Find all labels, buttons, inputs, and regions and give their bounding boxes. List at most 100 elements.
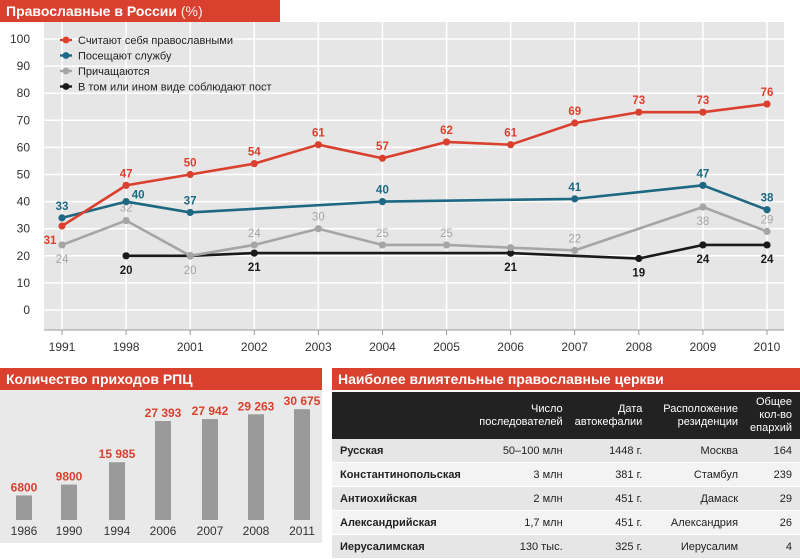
data-label: 38	[697, 216, 710, 228]
table-cell: 29	[746, 486, 800, 511]
data-label: 73	[697, 95, 710, 107]
y-tick-label: 60	[17, 140, 31, 154]
data-point	[58, 222, 66, 230]
x-tick-label: 2001	[177, 340, 204, 354]
data-point	[186, 170, 194, 179]
table-cell: Иерусалим	[650, 534, 747, 559]
table-cell: 1448 г.	[570, 439, 651, 463]
data-label: 73	[632, 95, 645, 107]
table-cell: 239	[746, 462, 800, 487]
y-tick-label: 0	[23, 303, 30, 317]
data-point	[699, 203, 707, 211]
y-tick-label: 20	[17, 249, 31, 263]
data-label: 62	[440, 125, 453, 137]
data-point	[186, 208, 194, 217]
table-cell: Русская	[332, 439, 469, 463]
data-point	[122, 181, 130, 189]
table-header-row: Число последователей Дата автокефалии Ра…	[332, 392, 800, 439]
legend-marker	[62, 83, 70, 90]
data-point	[699, 181, 707, 189]
data-label: 32	[120, 203, 133, 215]
data-label: 21	[504, 262, 517, 274]
x-tick-label: 2007	[561, 340, 588, 354]
y-tick-label: 10	[17, 276, 31, 290]
data-label: 21	[248, 262, 261, 274]
data-point	[442, 241, 451, 249]
data-point	[571, 119, 579, 127]
data-label: 57	[376, 141, 389, 153]
data-point	[571, 195, 579, 203]
data-point	[58, 241, 66, 249]
data-point	[250, 160, 258, 168]
data-point	[314, 225, 322, 233]
plot-area	[44, 22, 784, 330]
table-cell: 130 тыс.	[468, 534, 571, 559]
data-label: 29	[761, 214, 774, 226]
data-point	[378, 198, 387, 206]
data-point	[507, 249, 515, 257]
x-tick-label: 2010	[754, 340, 781, 354]
data-label: 22	[568, 233, 581, 245]
data-label: 40	[132, 190, 145, 202]
table-cell: 3 млн	[468, 462, 571, 487]
data-point	[186, 252, 194, 260]
data-label: 37	[184, 195, 197, 207]
data-label: 25	[440, 228, 453, 240]
table-header-name	[332, 392, 469, 439]
table-cell: 325 г.	[570, 534, 651, 559]
data-point	[635, 254, 643, 263]
bar-category-label: 2011	[289, 524, 315, 538]
table-cell: Александрия	[650, 510, 747, 535]
y-tick-label: 100	[10, 32, 30, 46]
table-cell: 451 г.	[570, 486, 651, 511]
table-cell: 4	[746, 534, 800, 559]
data-label: 38	[761, 193, 774, 205]
bar-value-label: 29 263	[238, 399, 275, 413]
table-cell: 164	[746, 439, 800, 463]
data-label: 50	[184, 158, 197, 170]
data-label: 69	[568, 106, 581, 118]
table-header-followers: Число последователей	[468, 392, 571, 439]
table-cell: Стамбул	[650, 462, 747, 487]
data-point	[763, 241, 771, 249]
legend-label: Причащаются	[78, 66, 150, 78]
line-chart-title: Православные в России (%)	[0, 0, 280, 22]
y-tick-label: 40	[17, 195, 31, 209]
x-tick-label: 2005	[433, 340, 460, 354]
data-point	[571, 246, 579, 254]
data-label: 24	[697, 254, 710, 266]
table-row: Александрийская 1,7 млн 451 г. Александр…	[332, 510, 800, 535]
data-point	[635, 108, 643, 116]
bar	[109, 462, 125, 520]
x-tick-label: 1991	[49, 340, 76, 354]
table-row: Русская 50–100 млн 1448 г. Москва 164	[332, 439, 800, 463]
data-label: 76	[761, 87, 774, 99]
data-label: 24	[248, 228, 261, 240]
data-point	[442, 138, 451, 146]
bar-category-label: 1990	[56, 524, 83, 538]
data-point	[378, 241, 387, 249]
data-label: 24	[56, 254, 69, 266]
bar	[155, 421, 171, 520]
table-row: Константинопольская 3 млн 381 г. Стамбул…	[332, 462, 800, 487]
bar	[61, 484, 77, 520]
x-tick-label: 2008	[625, 340, 652, 354]
data-label: 33	[56, 201, 69, 213]
x-tick-label: 1998	[113, 340, 140, 354]
data-point	[699, 108, 707, 116]
table-cell: 26	[746, 510, 800, 535]
bar-chart: 6800 1986 9800 1990 15 985 1994 27 393 2006 27 9…	[11, 394, 321, 538]
table-header-autocephaly: Дата автокефалии	[570, 392, 651, 439]
y-tick-label: 30	[17, 222, 31, 236]
legend-marker	[62, 36, 70, 44]
data-label: 19	[632, 268, 645, 280]
bar	[294, 409, 310, 520]
legend-marker	[62, 67, 70, 75]
bar-chart-title: Количество приходов РПЦ	[0, 368, 322, 390]
data-label: 47	[697, 168, 710, 180]
bar-category-label: 2007	[197, 524, 224, 538]
x-tick-label: 2002	[241, 340, 268, 354]
bar-value-label: 27 942	[192, 404, 229, 418]
legend-label: Посещают службу	[78, 51, 172, 63]
table-cell: 451 г.	[570, 510, 651, 535]
